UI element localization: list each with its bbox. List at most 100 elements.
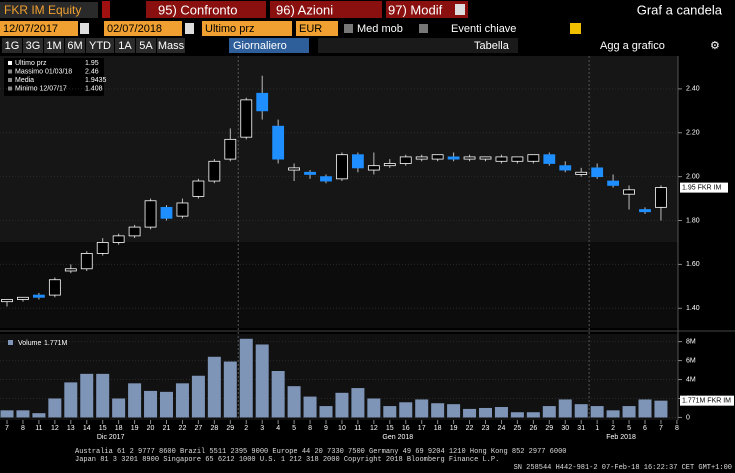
menu-item[interactable]: 97) Modif bbox=[388, 2, 443, 17]
x-tick-label: 29 bbox=[545, 425, 553, 432]
x-tick-label: 1 bbox=[595, 425, 599, 432]
x-tick-label: 19 bbox=[131, 425, 139, 432]
legend-swatch bbox=[8, 78, 12, 82]
volume-bar bbox=[287, 386, 301, 418]
page-title: Graf a candela bbox=[637, 2, 723, 17]
candle-body bbox=[463, 156, 476, 160]
volume-bar bbox=[590, 406, 604, 418]
candle-body bbox=[655, 187, 667, 208]
end-date[interactable]: 02/07/2018 bbox=[107, 23, 162, 35]
volume-bar bbox=[542, 406, 556, 418]
calendar-icon[interactable] bbox=[185, 23, 194, 34]
period-button[interactable] bbox=[157, 38, 185, 53]
legend-swatch bbox=[8, 69, 12, 74]
candle-body bbox=[607, 180, 619, 186]
tools bbox=[318, 38, 518, 53]
volume-bar bbox=[335, 392, 349, 418]
legend-label: Massimo 01/03/18 bbox=[15, 68, 72, 75]
action[interactable]: Agg a grafico bbox=[600, 40, 665, 52]
period-button[interactable] bbox=[86, 38, 114, 53]
candle-body bbox=[272, 125, 285, 160]
candle-body bbox=[415, 156, 428, 160]
settings-icon[interactable]: ⚙ bbox=[710, 40, 720, 52]
currency[interactable]: EUR bbox=[299, 23, 322, 35]
calendar-icon[interactable] bbox=[80, 23, 89, 34]
x-tick-label: 22 bbox=[466, 425, 474, 432]
legend-label: Ultimo prz bbox=[15, 60, 47, 67]
candle-body bbox=[48, 279, 61, 296]
period-button[interactable] bbox=[44, 38, 64, 53]
frequency-select[interactable] bbox=[229, 38, 309, 53]
legend-value: 1.408 bbox=[85, 85, 103, 92]
start-date[interactable]: 12/07/2017 bbox=[3, 23, 58, 35]
x-tick-label: 31 bbox=[577, 425, 585, 432]
frequency[interactable]: Giornaliero bbox=[233, 40, 287, 52]
menu-tab[interactable] bbox=[270, 1, 382, 18]
date-field[interactable] bbox=[0, 21, 78, 36]
legend-label: Minimo 12/07/17 bbox=[15, 85, 67, 92]
tab-edge bbox=[102, 1, 110, 18]
field-select[interactable] bbox=[202, 21, 292, 36]
candle-body bbox=[256, 92, 269, 112]
field[interactable]: Ultimo prz bbox=[205, 23, 255, 35]
volume-bar bbox=[303, 396, 317, 418]
period-label[interactable]: 6M bbox=[67, 40, 82, 52]
menu-item[interactable]: 96) Azioni bbox=[276, 2, 333, 17]
price-panel bbox=[0, 56, 678, 242]
date-field[interactable] bbox=[104, 21, 182, 36]
period-label[interactable]: 1M bbox=[46, 40, 61, 52]
candle-body bbox=[351, 154, 364, 169]
ticker: FKR IM Equity bbox=[4, 3, 81, 17]
x-tick-label: 3 bbox=[260, 425, 264, 432]
info-icon[interactable] bbox=[570, 23, 581, 34]
action[interactable]: Tabella bbox=[474, 40, 510, 52]
option[interactable]: Med mob bbox=[357, 23, 403, 35]
period-button[interactable] bbox=[23, 38, 43, 53]
candle-body bbox=[96, 242, 109, 254]
volume-bar bbox=[415, 399, 429, 418]
candle-body bbox=[367, 165, 380, 171]
y-tick-label: 1.80 bbox=[686, 217, 700, 224]
footer-line: Japan 81 3 3201 8900 Singapore 65 6212 1… bbox=[75, 456, 499, 464]
menu-tab[interactable] bbox=[386, 1, 468, 18]
volume-bar bbox=[319, 406, 333, 418]
x-tick-label: 19 bbox=[450, 425, 458, 432]
checkbox[interactable] bbox=[419, 24, 428, 33]
period-button[interactable] bbox=[65, 38, 85, 53]
candle-body bbox=[591, 167, 604, 178]
ticker-box[interactable] bbox=[0, 2, 98, 18]
period-label[interactable]: 3G bbox=[26, 40, 41, 52]
checkbox[interactable] bbox=[344, 24, 353, 33]
x-tick-label: 24 bbox=[498, 425, 506, 432]
period-label[interactable]: YTD bbox=[89, 40, 111, 52]
y-tick-label: 2.40 bbox=[686, 86, 700, 93]
candle-body bbox=[224, 138, 237, 160]
legend-label: Media bbox=[15, 77, 34, 84]
x-tick-label: 17 bbox=[418, 425, 426, 432]
period-button[interactable] bbox=[2, 38, 22, 53]
menu-icon[interactable] bbox=[455, 4, 465, 15]
period-label[interactable]: Mass bbox=[158, 40, 185, 52]
candle-body bbox=[623, 189, 635, 195]
period-button[interactable] bbox=[136, 38, 156, 53]
x-tick-label: 10 bbox=[338, 425, 346, 432]
volume-bar bbox=[399, 402, 413, 418]
volume-bar bbox=[447, 404, 461, 418]
footer: Australia 61 2 9777 8600 Brazil 5511 239… bbox=[75, 448, 732, 472]
candle-body bbox=[80, 253, 93, 270]
volume-bar bbox=[0, 410, 14, 418]
option[interactable]: Eventi chiave bbox=[451, 23, 516, 35]
period-label[interactable]: 5A bbox=[139, 40, 153, 52]
candle-body bbox=[447, 156, 460, 160]
menu-tab[interactable] bbox=[146, 1, 266, 18]
legend-value: 1.9435 bbox=[85, 77, 107, 84]
x-tick-label: 20 bbox=[147, 425, 155, 432]
period-label[interactable]: 1G bbox=[5, 40, 20, 52]
period-label: Feb 2018 bbox=[606, 434, 636, 441]
x-tick-label: 5 bbox=[292, 425, 296, 432]
menu-item[interactable]: 95) Confronto bbox=[158, 2, 238, 17]
x-tick-label: 15 bbox=[99, 425, 107, 432]
period-button[interactable] bbox=[115, 38, 135, 53]
period-label[interactable]: 1A bbox=[118, 40, 132, 52]
currency-select[interactable] bbox=[296, 21, 338, 36]
